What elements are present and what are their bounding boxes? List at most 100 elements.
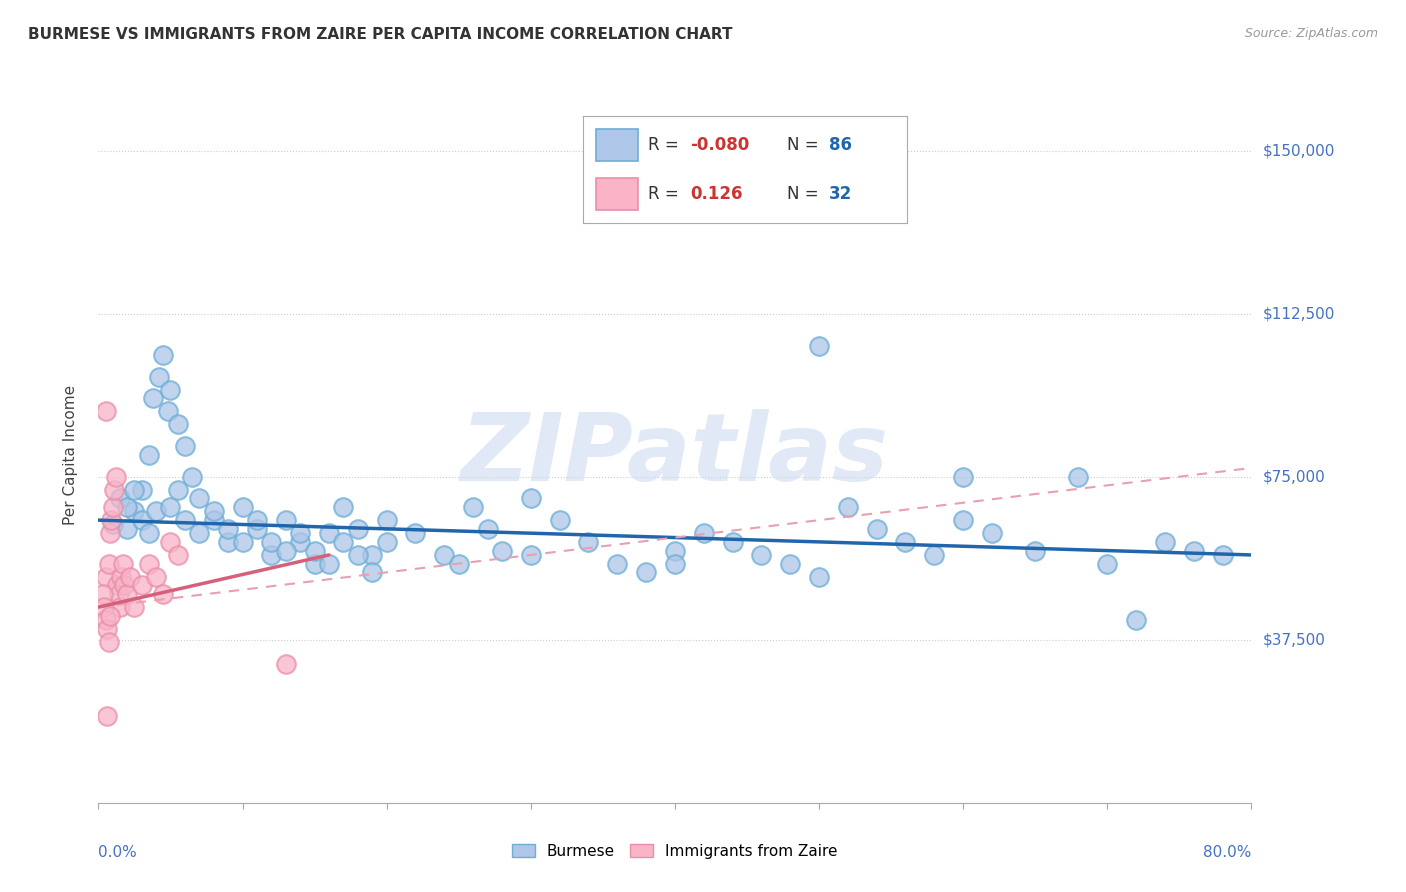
Point: [1212, 548, 1234, 562]
Point: [346, 522, 368, 536]
Point: [981, 526, 1004, 541]
Point: [152, 348, 174, 362]
Point: [138, 448, 160, 462]
Point: [202, 513, 225, 527]
Point: [145, 570, 167, 584]
Text: N =: N =: [787, 186, 824, 203]
Point: [461, 500, 484, 514]
Point: [520, 491, 543, 506]
Text: $150,000: $150,000: [1263, 143, 1334, 158]
Point: [98, 608, 121, 623]
Point: [202, 504, 225, 518]
Point: [166, 417, 188, 432]
Point: [231, 535, 254, 549]
Point: [520, 548, 543, 562]
Point: [156, 404, 179, 418]
Text: 0.0%: 0.0%: [98, 845, 138, 860]
Y-axis label: Per Capita Income: Per Capita Income: [63, 384, 77, 525]
Point: [807, 339, 830, 353]
Point: [304, 557, 326, 571]
Point: [188, 491, 211, 506]
Point: [124, 504, 146, 518]
Point: [1024, 543, 1046, 558]
Legend: Burmese, Immigrants from Zaire: Burmese, Immigrants from Zaire: [506, 838, 844, 864]
Text: -0.080: -0.080: [690, 136, 749, 153]
Point: [159, 535, 181, 549]
Point: [93, 600, 115, 615]
Point: [865, 522, 889, 536]
Point: [693, 526, 716, 541]
Point: [332, 535, 354, 549]
Point: [110, 570, 132, 584]
Point: [131, 483, 153, 497]
Point: [548, 513, 571, 527]
Point: [751, 548, 773, 562]
Point: [1153, 535, 1175, 549]
Point: [274, 543, 297, 558]
Point: [576, 535, 599, 549]
Point: [181, 469, 204, 483]
Point: [318, 526, 340, 541]
Point: [101, 517, 124, 532]
Point: [98, 526, 121, 541]
Point: [131, 513, 153, 527]
Text: R =: R =: [648, 186, 685, 203]
Point: [304, 543, 326, 558]
Point: [375, 513, 398, 527]
Point: [274, 513, 297, 527]
Point: [104, 469, 127, 483]
Point: [94, 570, 117, 584]
Point: [94, 404, 117, 418]
Point: [108, 600, 131, 615]
Text: $112,500: $112,500: [1263, 306, 1334, 321]
Point: [290, 526, 312, 541]
Point: [94, 613, 117, 627]
Point: [606, 557, 628, 571]
Point: [124, 483, 146, 497]
Point: [96, 708, 118, 723]
Point: [166, 483, 188, 497]
Point: [231, 500, 254, 514]
Bar: [596, 128, 638, 161]
Point: [166, 548, 188, 562]
Point: [837, 500, 859, 514]
Point: [636, 566, 658, 580]
Point: [111, 557, 134, 571]
Point: [152, 587, 174, 601]
Point: [375, 535, 398, 549]
Point: [100, 513, 122, 527]
Point: [142, 392, 165, 406]
Point: [1125, 613, 1147, 627]
Text: 0.126: 0.126: [690, 186, 742, 203]
Point: [107, 587, 129, 601]
Point: [96, 622, 118, 636]
Text: ZIPatlas: ZIPatlas: [461, 409, 889, 501]
Point: [148, 369, 170, 384]
Point: [721, 535, 744, 549]
Text: R =: R =: [648, 136, 685, 153]
Point: [145, 504, 167, 518]
Point: [91, 587, 114, 601]
Text: 80.0%: 80.0%: [1204, 845, 1251, 860]
Point: [120, 570, 142, 584]
Point: [117, 500, 138, 514]
Point: [217, 535, 239, 549]
Point: [952, 513, 974, 527]
Point: [260, 535, 283, 549]
Point: [1097, 557, 1119, 571]
Point: [103, 483, 125, 497]
Text: $75,000: $75,000: [1263, 469, 1326, 484]
Point: [105, 578, 128, 592]
Point: [117, 522, 138, 536]
Point: [97, 557, 120, 571]
Point: [477, 522, 499, 536]
Point: [117, 587, 138, 601]
Point: [433, 548, 456, 562]
Point: [447, 557, 470, 571]
Text: N =: N =: [787, 136, 824, 153]
Point: [124, 600, 146, 615]
Point: [779, 557, 801, 571]
Point: [159, 500, 181, 514]
Point: [361, 548, 384, 562]
Point: [246, 513, 269, 527]
